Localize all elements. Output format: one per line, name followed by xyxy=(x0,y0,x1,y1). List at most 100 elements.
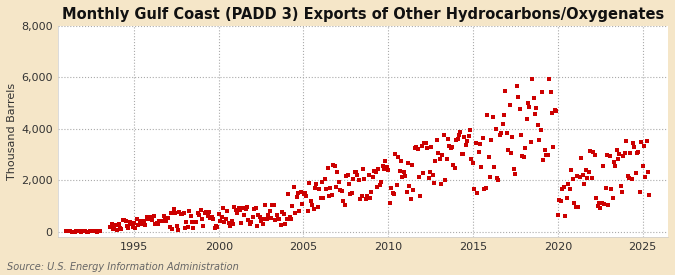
Point xyxy=(151,221,162,225)
Point xyxy=(405,197,416,202)
Point xyxy=(265,216,276,220)
Point xyxy=(300,191,310,195)
Point xyxy=(589,153,600,157)
Point xyxy=(427,173,438,177)
Point xyxy=(199,211,210,215)
Point xyxy=(263,212,273,217)
Point xyxy=(226,219,237,223)
Point xyxy=(208,217,219,221)
Point xyxy=(296,190,306,194)
Point xyxy=(287,204,298,208)
Point xyxy=(466,157,477,161)
Point xyxy=(363,173,374,177)
Point xyxy=(349,170,360,174)
Point xyxy=(456,152,467,156)
Point xyxy=(341,174,352,178)
Point xyxy=(286,217,296,222)
Point xyxy=(497,121,508,126)
Point xyxy=(227,222,238,226)
Point xyxy=(113,222,124,227)
Point xyxy=(185,213,196,218)
Point xyxy=(340,203,350,207)
Point xyxy=(562,196,572,200)
Point xyxy=(443,137,454,141)
Point xyxy=(271,213,282,217)
Point xyxy=(383,168,394,172)
Point xyxy=(221,217,232,221)
Point xyxy=(71,229,82,233)
Point xyxy=(130,226,141,230)
Point xyxy=(217,206,228,210)
Point xyxy=(180,226,190,230)
Point xyxy=(223,221,234,225)
Point xyxy=(451,138,462,142)
Point xyxy=(202,214,213,219)
Point xyxy=(158,214,169,218)
Point xyxy=(469,186,480,191)
Point xyxy=(535,127,546,132)
Point xyxy=(630,171,641,175)
Point xyxy=(576,155,587,160)
Point xyxy=(534,138,545,143)
Point xyxy=(369,169,379,174)
Point xyxy=(614,152,625,156)
Point xyxy=(554,198,565,203)
Point xyxy=(362,193,373,198)
Point xyxy=(599,201,610,206)
Point xyxy=(595,206,605,210)
Title: Monthly Gulf Coast (PADD 3) Exports of Other Hydrocarbons/Oxygenates: Monthly Gulf Coast (PADD 3) Exports of O… xyxy=(61,7,664,22)
Point xyxy=(345,192,356,196)
Point xyxy=(572,174,583,178)
Point xyxy=(239,213,250,218)
Point xyxy=(464,128,475,132)
Point xyxy=(117,218,128,223)
Point xyxy=(61,229,72,234)
Point xyxy=(507,134,518,139)
Point xyxy=(109,224,119,228)
Point xyxy=(556,199,566,203)
Point xyxy=(435,182,446,186)
Point xyxy=(301,194,312,198)
Point xyxy=(624,176,634,180)
Point xyxy=(629,145,640,149)
Point xyxy=(240,207,251,211)
Point xyxy=(225,224,236,228)
Point xyxy=(542,153,553,157)
Point xyxy=(141,215,152,219)
Point xyxy=(270,218,281,222)
Point xyxy=(494,133,505,137)
Point xyxy=(177,211,188,216)
Point xyxy=(188,226,199,230)
Point xyxy=(360,197,371,202)
Point xyxy=(329,164,340,168)
Point xyxy=(293,191,304,195)
Point xyxy=(617,190,628,194)
Point xyxy=(167,226,178,231)
Point xyxy=(116,227,127,232)
Point xyxy=(393,155,404,159)
Point xyxy=(632,150,643,155)
Point xyxy=(613,157,624,161)
Point xyxy=(318,196,329,200)
Point xyxy=(582,176,593,180)
Point xyxy=(333,179,344,184)
Point xyxy=(153,222,163,227)
Point xyxy=(511,84,522,88)
Point xyxy=(392,182,402,187)
Point xyxy=(305,199,316,203)
Point xyxy=(70,229,80,234)
Point xyxy=(273,217,284,221)
Point xyxy=(187,220,198,224)
Point xyxy=(84,229,95,234)
Point xyxy=(140,222,151,227)
Point xyxy=(644,193,655,197)
Point xyxy=(607,196,618,201)
Point xyxy=(63,229,74,233)
Point xyxy=(302,209,313,213)
Point xyxy=(261,217,272,221)
Point xyxy=(311,182,322,187)
Point xyxy=(421,141,431,145)
Point xyxy=(155,218,166,223)
Point xyxy=(423,176,434,180)
Point xyxy=(93,229,104,234)
